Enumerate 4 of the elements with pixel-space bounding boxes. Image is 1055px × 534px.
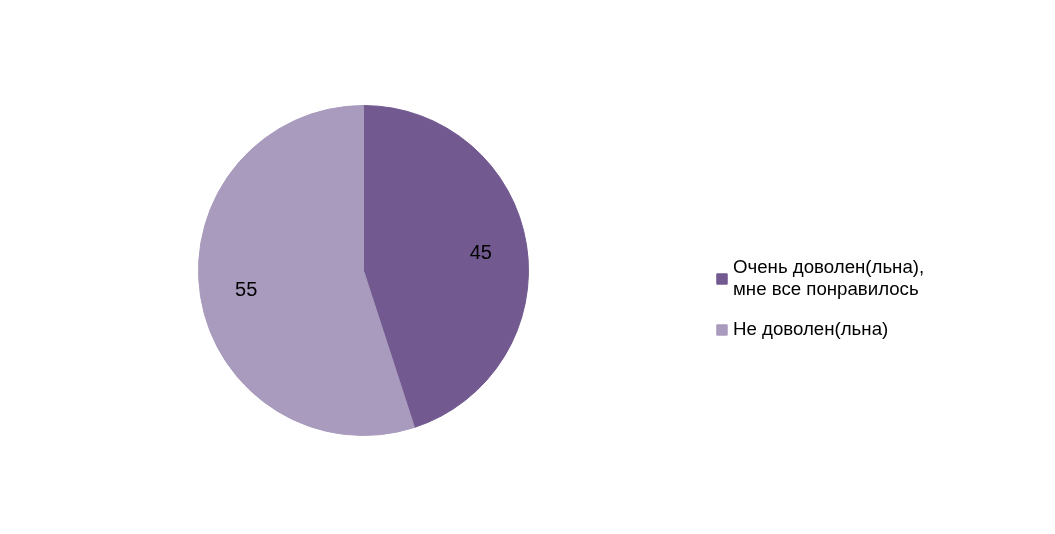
data-label: 45 [469, 240, 492, 263]
data-label: 55 [235, 278, 258, 301]
legend-label: Не доволен(льна) [733, 318, 889, 340]
legend-label: Очень доволен(льна), мне все понравилось [733, 256, 925, 300]
